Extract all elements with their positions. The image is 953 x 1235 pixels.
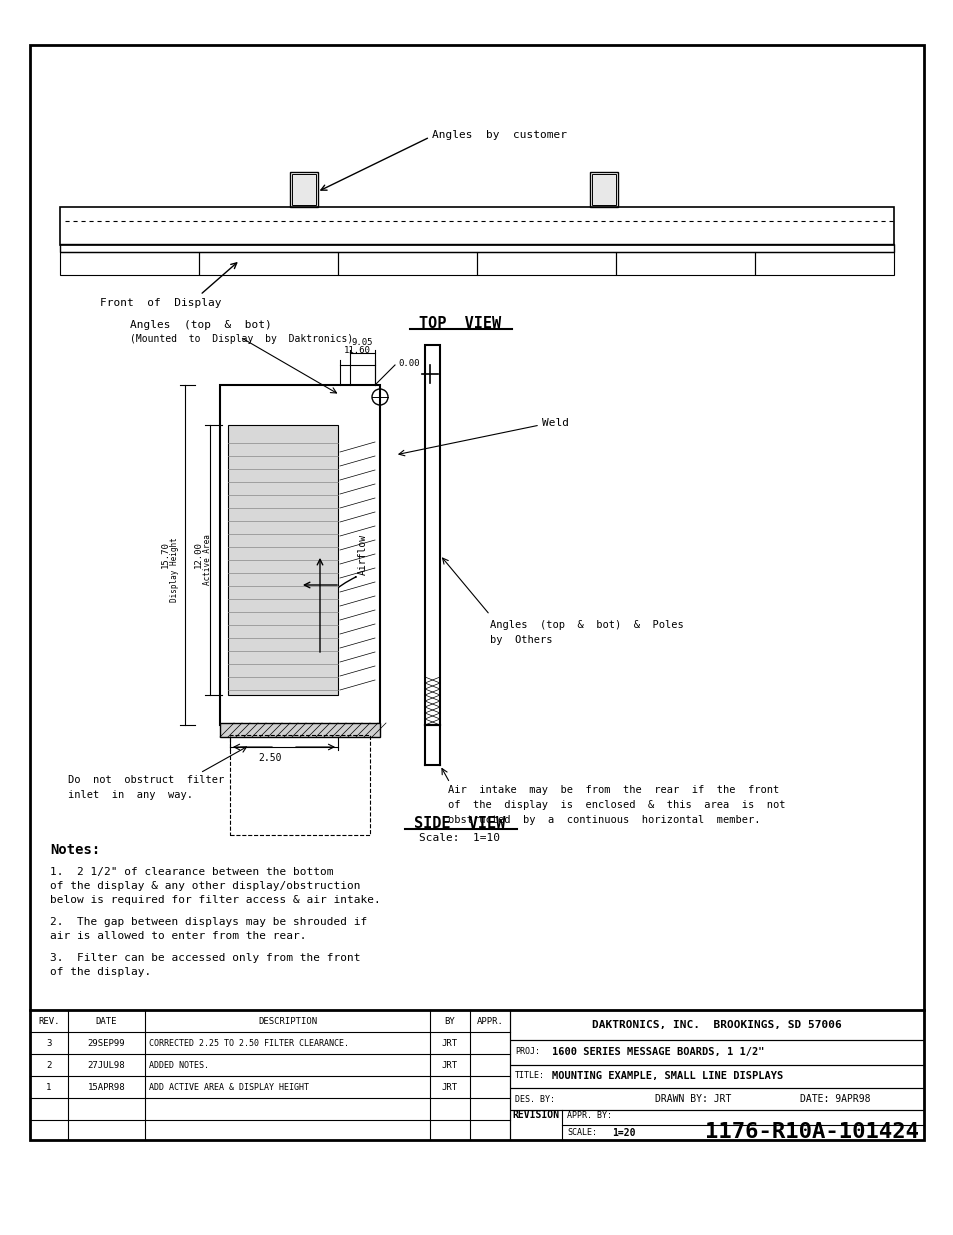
- Bar: [424, 345, 439, 725]
- Text: 2.  The gap between displays may be shrouded if: 2. The gap between displays may be shrou…: [50, 918, 367, 927]
- Text: ADD ACTIVE AREA & DISPLAY HEIGHT: ADD ACTIVE AREA & DISPLAY HEIGHT: [149, 1083, 309, 1092]
- Text: 12.00: 12.00: [193, 542, 202, 568]
- Bar: [754, 252, 893, 275]
- Text: 3: 3: [47, 1039, 51, 1047]
- Bar: [476, 252, 616, 275]
- Text: inlet  in  any  way.: inlet in any way.: [68, 790, 193, 800]
- Text: 3.  Filter can be accessed only from the front: 3. Filter can be accessed only from the …: [50, 953, 360, 963]
- Text: PROJ:: PROJ:: [515, 1047, 539, 1056]
- Text: Air  intake  may  be  from  the  rear  if  the  front: Air intake may be from the rear if the f…: [448, 785, 779, 795]
- Text: below is required for filter access & air intake.: below is required for filter access & ai…: [50, 895, 380, 905]
- Text: air is allowed to enter from the rear.: air is allowed to enter from the rear.: [50, 931, 306, 941]
- Text: Angles  by  customer: Angles by customer: [432, 130, 566, 140]
- Text: Do  not  obstruct  filter: Do not obstruct filter: [68, 776, 224, 785]
- Text: 2.50: 2.50: [258, 753, 281, 763]
- Text: 1600 SERIES MESSAGE BOARDS, 1 1/2": 1600 SERIES MESSAGE BOARDS, 1 1/2": [552, 1047, 763, 1057]
- Text: 11.60: 11.60: [344, 346, 371, 354]
- Bar: [290, 172, 317, 207]
- Text: Weld: Weld: [541, 417, 568, 429]
- Text: DESCRIPTION: DESCRIPTION: [257, 1016, 316, 1025]
- Text: ADDED NOTES.: ADDED NOTES.: [149, 1061, 209, 1070]
- Text: 1: 1: [47, 1083, 51, 1092]
- Text: Scale:  1=10: Scale: 1=10: [419, 832, 500, 844]
- Text: 15APR98: 15APR98: [88, 1083, 125, 1092]
- Text: MOUNTING EXAMPLE, SMALL LINE DISPLAYS: MOUNTING EXAMPLE, SMALL LINE DISPLAYS: [552, 1071, 782, 1081]
- Bar: [292, 174, 315, 205]
- Bar: [220, 722, 379, 737]
- Text: SIDE  VIEW: SIDE VIEW: [414, 815, 505, 830]
- Bar: [228, 425, 337, 695]
- Bar: [589, 172, 618, 207]
- Text: of  the  display  is  enclosed  &  this  area  is  not: of the display is enclosed & this area i…: [448, 800, 784, 810]
- Text: APPR. BY:: APPR. BY:: [566, 1112, 612, 1120]
- Text: TITLE:: TITLE:: [515, 1072, 544, 1081]
- Text: 15.70: 15.70: [160, 542, 170, 568]
- Text: APPR.: APPR.: [476, 1016, 503, 1025]
- Bar: [30, 44, 923, 1140]
- Text: DES. BY:: DES. BY:: [515, 1094, 555, 1104]
- Text: 1=20: 1=20: [612, 1128, 635, 1137]
- Bar: [510, 1040, 923, 1065]
- Text: Angles  (top  &  bot)  &  Poles: Angles (top & bot) & Poles: [490, 620, 683, 630]
- Text: DRAWN BY: JRT: DRAWN BY: JRT: [655, 1094, 731, 1104]
- Text: REVISION: REVISION: [512, 1110, 558, 1120]
- Text: of the display.: of the display.: [50, 967, 152, 977]
- Text: obstructed  by  a  continuous  horizontal  member.: obstructed by a continuous horizontal me…: [448, 815, 760, 825]
- Bar: [510, 1010, 923, 1040]
- Bar: [592, 174, 616, 205]
- Text: CORRECTED 2.25 TO 2.50 FILTER CLEARANCE.: CORRECTED 2.25 TO 2.50 FILTER CLEARANCE.: [149, 1039, 349, 1047]
- Text: JRT: JRT: [441, 1083, 457, 1092]
- Text: Angles  (top  &  bot): Angles (top & bot): [130, 320, 272, 330]
- Text: Airflow: Airflow: [357, 534, 368, 576]
- Text: Active Area: Active Area: [203, 535, 213, 585]
- Text: Front  of  Display: Front of Display: [100, 298, 221, 308]
- Text: Notes:: Notes:: [50, 844, 100, 857]
- Text: 27JUL98: 27JUL98: [88, 1061, 125, 1070]
- Bar: [60, 245, 893, 252]
- Text: TOP  VIEW: TOP VIEW: [418, 315, 500, 331]
- Text: 1176-R10A-101424: 1176-R10A-101424: [704, 1123, 918, 1142]
- Bar: [60, 207, 893, 245]
- Bar: [220, 385, 379, 725]
- FancyArrowPatch shape: [307, 577, 355, 672]
- Text: JRT: JRT: [441, 1061, 457, 1070]
- Text: Display Height: Display Height: [171, 537, 179, 603]
- Text: SCALE:: SCALE:: [566, 1128, 597, 1137]
- Text: REV.: REV.: [38, 1016, 60, 1025]
- Bar: [616, 252, 754, 275]
- Text: of the display & any other display/obstruction: of the display & any other display/obstr…: [50, 881, 360, 890]
- Text: JRT: JRT: [441, 1039, 457, 1047]
- Bar: [510, 1110, 923, 1140]
- Text: by  Others: by Others: [490, 635, 552, 645]
- Text: 2: 2: [47, 1061, 51, 1070]
- Text: DAKTRONICS, INC.  BROOKINGS, SD 57006: DAKTRONICS, INC. BROOKINGS, SD 57006: [592, 1020, 841, 1030]
- Text: DATE: 9APR98: DATE: 9APR98: [800, 1094, 869, 1104]
- Bar: [230, 735, 370, 835]
- Text: 1.  2 1/2" of clearance between the bottom: 1. 2 1/2" of clearance between the botto…: [50, 867, 334, 877]
- Text: DATE: DATE: [95, 1016, 117, 1025]
- Bar: [510, 1088, 923, 1110]
- Text: BY: BY: [444, 1016, 455, 1025]
- Text: 9.05: 9.05: [352, 338, 373, 347]
- Bar: [60, 252, 199, 275]
- Text: 29SEP99: 29SEP99: [88, 1039, 125, 1047]
- Text: 0.00: 0.00: [397, 358, 419, 368]
- Bar: [510, 1065, 923, 1088]
- Text: (Mounted  to  Display  by  Daktronics): (Mounted to Display by Daktronics): [130, 333, 353, 345]
- Bar: [337, 252, 476, 275]
- Bar: [199, 252, 337, 275]
